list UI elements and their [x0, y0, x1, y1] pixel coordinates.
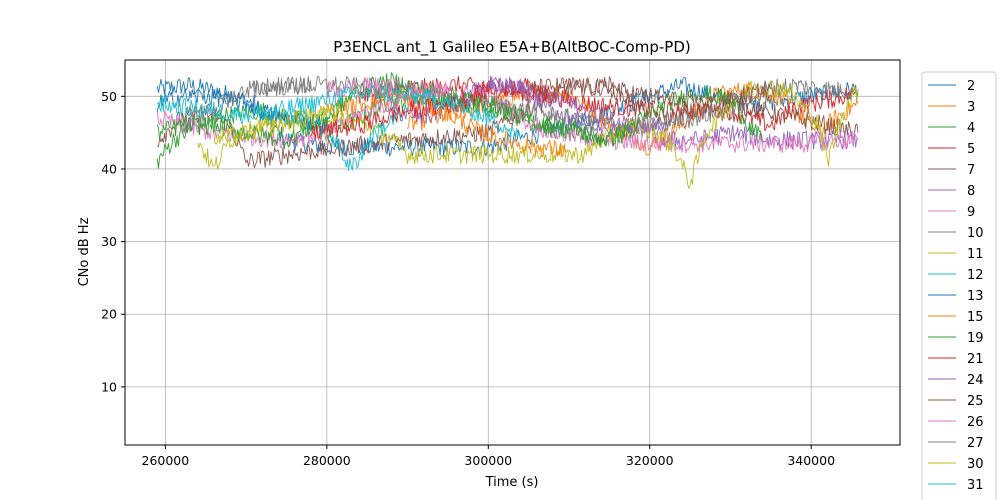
series-line-24 [487, 76, 667, 136]
series-line-26 [326, 77, 449, 99]
legend-label-11: 11 [967, 247, 984, 262]
legend-label-21: 21 [967, 352, 984, 367]
series-line-12 [261, 102, 408, 172]
legend-label-31: 31 [967, 478, 984, 493]
y-tick-label: 20 [101, 307, 117, 322]
plot-frame [124, 59, 901, 446]
legend-label-24: 24 [967, 373, 984, 388]
legend-label-3: 3 [967, 100, 975, 115]
legend-label-25: 25 [967, 394, 984, 409]
y-tick-label: 40 [101, 161, 117, 176]
legend-label-30: 30 [967, 457, 984, 472]
x-tick-label: 340000 [787, 453, 835, 468]
series-line-31 [156, 85, 522, 140]
series-line-25 [528, 77, 772, 111]
series-line-21 [310, 77, 554, 140]
plot-series [156, 72, 859, 189]
chart-title: P3ENCL ant_1 Galileo E5A+B(AltBOC-Comp-P… [333, 38, 690, 57]
series-line-10 [253, 76, 859, 135]
x-tick-label: 280000 [303, 453, 351, 468]
x-tick-label: 320000 [626, 453, 674, 468]
legend-label-27: 27 [967, 436, 984, 451]
legend-label-19: 19 [967, 331, 984, 346]
series-line-7 [157, 76, 859, 169]
legend-label-15: 15 [967, 310, 984, 325]
legend-label-7: 7 [967, 163, 975, 178]
legend-label-10: 10 [967, 226, 984, 241]
legend-label-9: 9 [967, 205, 975, 220]
y-axis-label: CNo dB Hz [77, 217, 92, 286]
y-tick-label: 30 [101, 234, 117, 249]
y-tick-label: 10 [101, 379, 117, 394]
legend-label-8: 8 [967, 184, 975, 199]
legend-label-2: 2 [967, 79, 975, 94]
y-tick-label: 50 [101, 89, 117, 104]
x-tick-label: 300000 [464, 453, 512, 468]
series-line-30 [213, 103, 344, 145]
legend-label-13: 13 [967, 289, 984, 304]
x-axis-label: Time (s) [485, 475, 539, 490]
series-line-27 [181, 76, 312, 135]
series-line-15 [326, 89, 570, 158]
legend-label-26: 26 [967, 415, 984, 430]
legend-label-12: 12 [967, 268, 984, 283]
x-tick-label: 260000 [142, 453, 190, 468]
series-line-13 [156, 86, 328, 135]
legend-box [921, 71, 997, 500]
legend: 2 3 4 5 7 8 9 10 11 12 13 15 19 21 24 25 26 27 30 31 [921, 71, 997, 500]
axis-ticks: 260000 280000 300000 320000 340000 10 20 30 40 50 [101, 89, 835, 468]
legend-label-5: 5 [967, 142, 975, 157]
legend-label-4: 4 [967, 121, 975, 136]
